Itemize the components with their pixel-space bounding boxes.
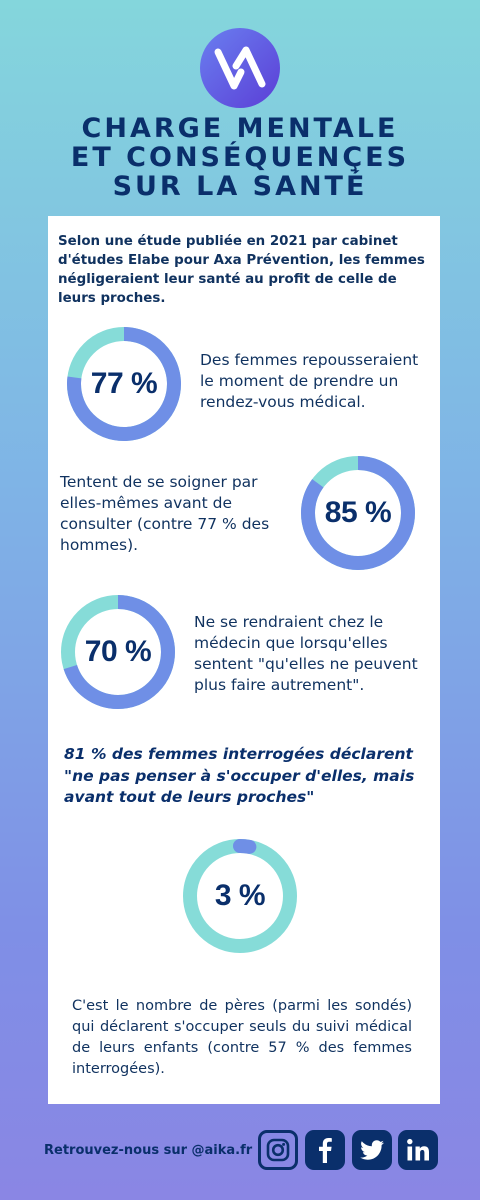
stat-percent: 70 %: [84, 635, 152, 668]
donut-value-arc: [67, 327, 181, 441]
stat-ring-70: 70 %: [58, 592, 178, 712]
donut-chart: [183, 839, 297, 953]
title-line-3: SUR LA SANTÉ: [112, 171, 368, 202]
stat-ring-85: 85 %: [298, 453, 418, 573]
stat-ring-77: 77 %: [64, 324, 184, 444]
title-line-1: CHARGE MENTALE: [81, 113, 399, 144]
donut-value-arc: [301, 456, 415, 570]
linkedin-icon[interactable]: [398, 1130, 438, 1170]
donut-value-arc: [61, 595, 175, 709]
page-title: CHARGE MENTALE ET CONSÉQUENÇES SUR LA SA…: [0, 114, 480, 201]
stat-description: Tentent de se soigner par elles-mêmes av…: [60, 473, 270, 554]
instagram-icon[interactable]: [258, 1130, 298, 1170]
highlight-quote: 81 % des femmes interrogées déclarent "n…: [64, 745, 415, 806]
aika-logo: [200, 28, 280, 108]
donut-chart: [301, 456, 415, 570]
stat-description: Ne se rendraient chez le médecin que lor…: [194, 613, 418, 694]
content-card: Selon une étude publiée en 2021 par cabi…: [48, 216, 440, 1104]
stat-description: Des femmes repousseraient le moment de p…: [200, 351, 419, 411]
stat-ring-3: 3 %: [180, 836, 300, 956]
intro-text: Selon une étude publiée en 2021 par cabi…: [58, 234, 425, 306]
donut-value-arc: [183, 839, 297, 953]
facebook-icon[interactable]: [305, 1130, 345, 1170]
footer-text: Retrouvez-nous sur @aika.fr: [44, 1143, 253, 1158]
donut-chart: [61, 595, 175, 709]
stat-percent: 85 %: [324, 496, 392, 529]
twitter-icon[interactable]: [352, 1130, 392, 1170]
stat-percent: 77 %: [90, 367, 158, 400]
final-stat-description: C'est le nombre de pères (parmi les sond…: [72, 998, 412, 1077]
donut-chart: [67, 327, 181, 441]
title-line-2: ET CONSÉQUENÇES: [70, 142, 410, 173]
stat-percent: 3 %: [214, 879, 266, 912]
